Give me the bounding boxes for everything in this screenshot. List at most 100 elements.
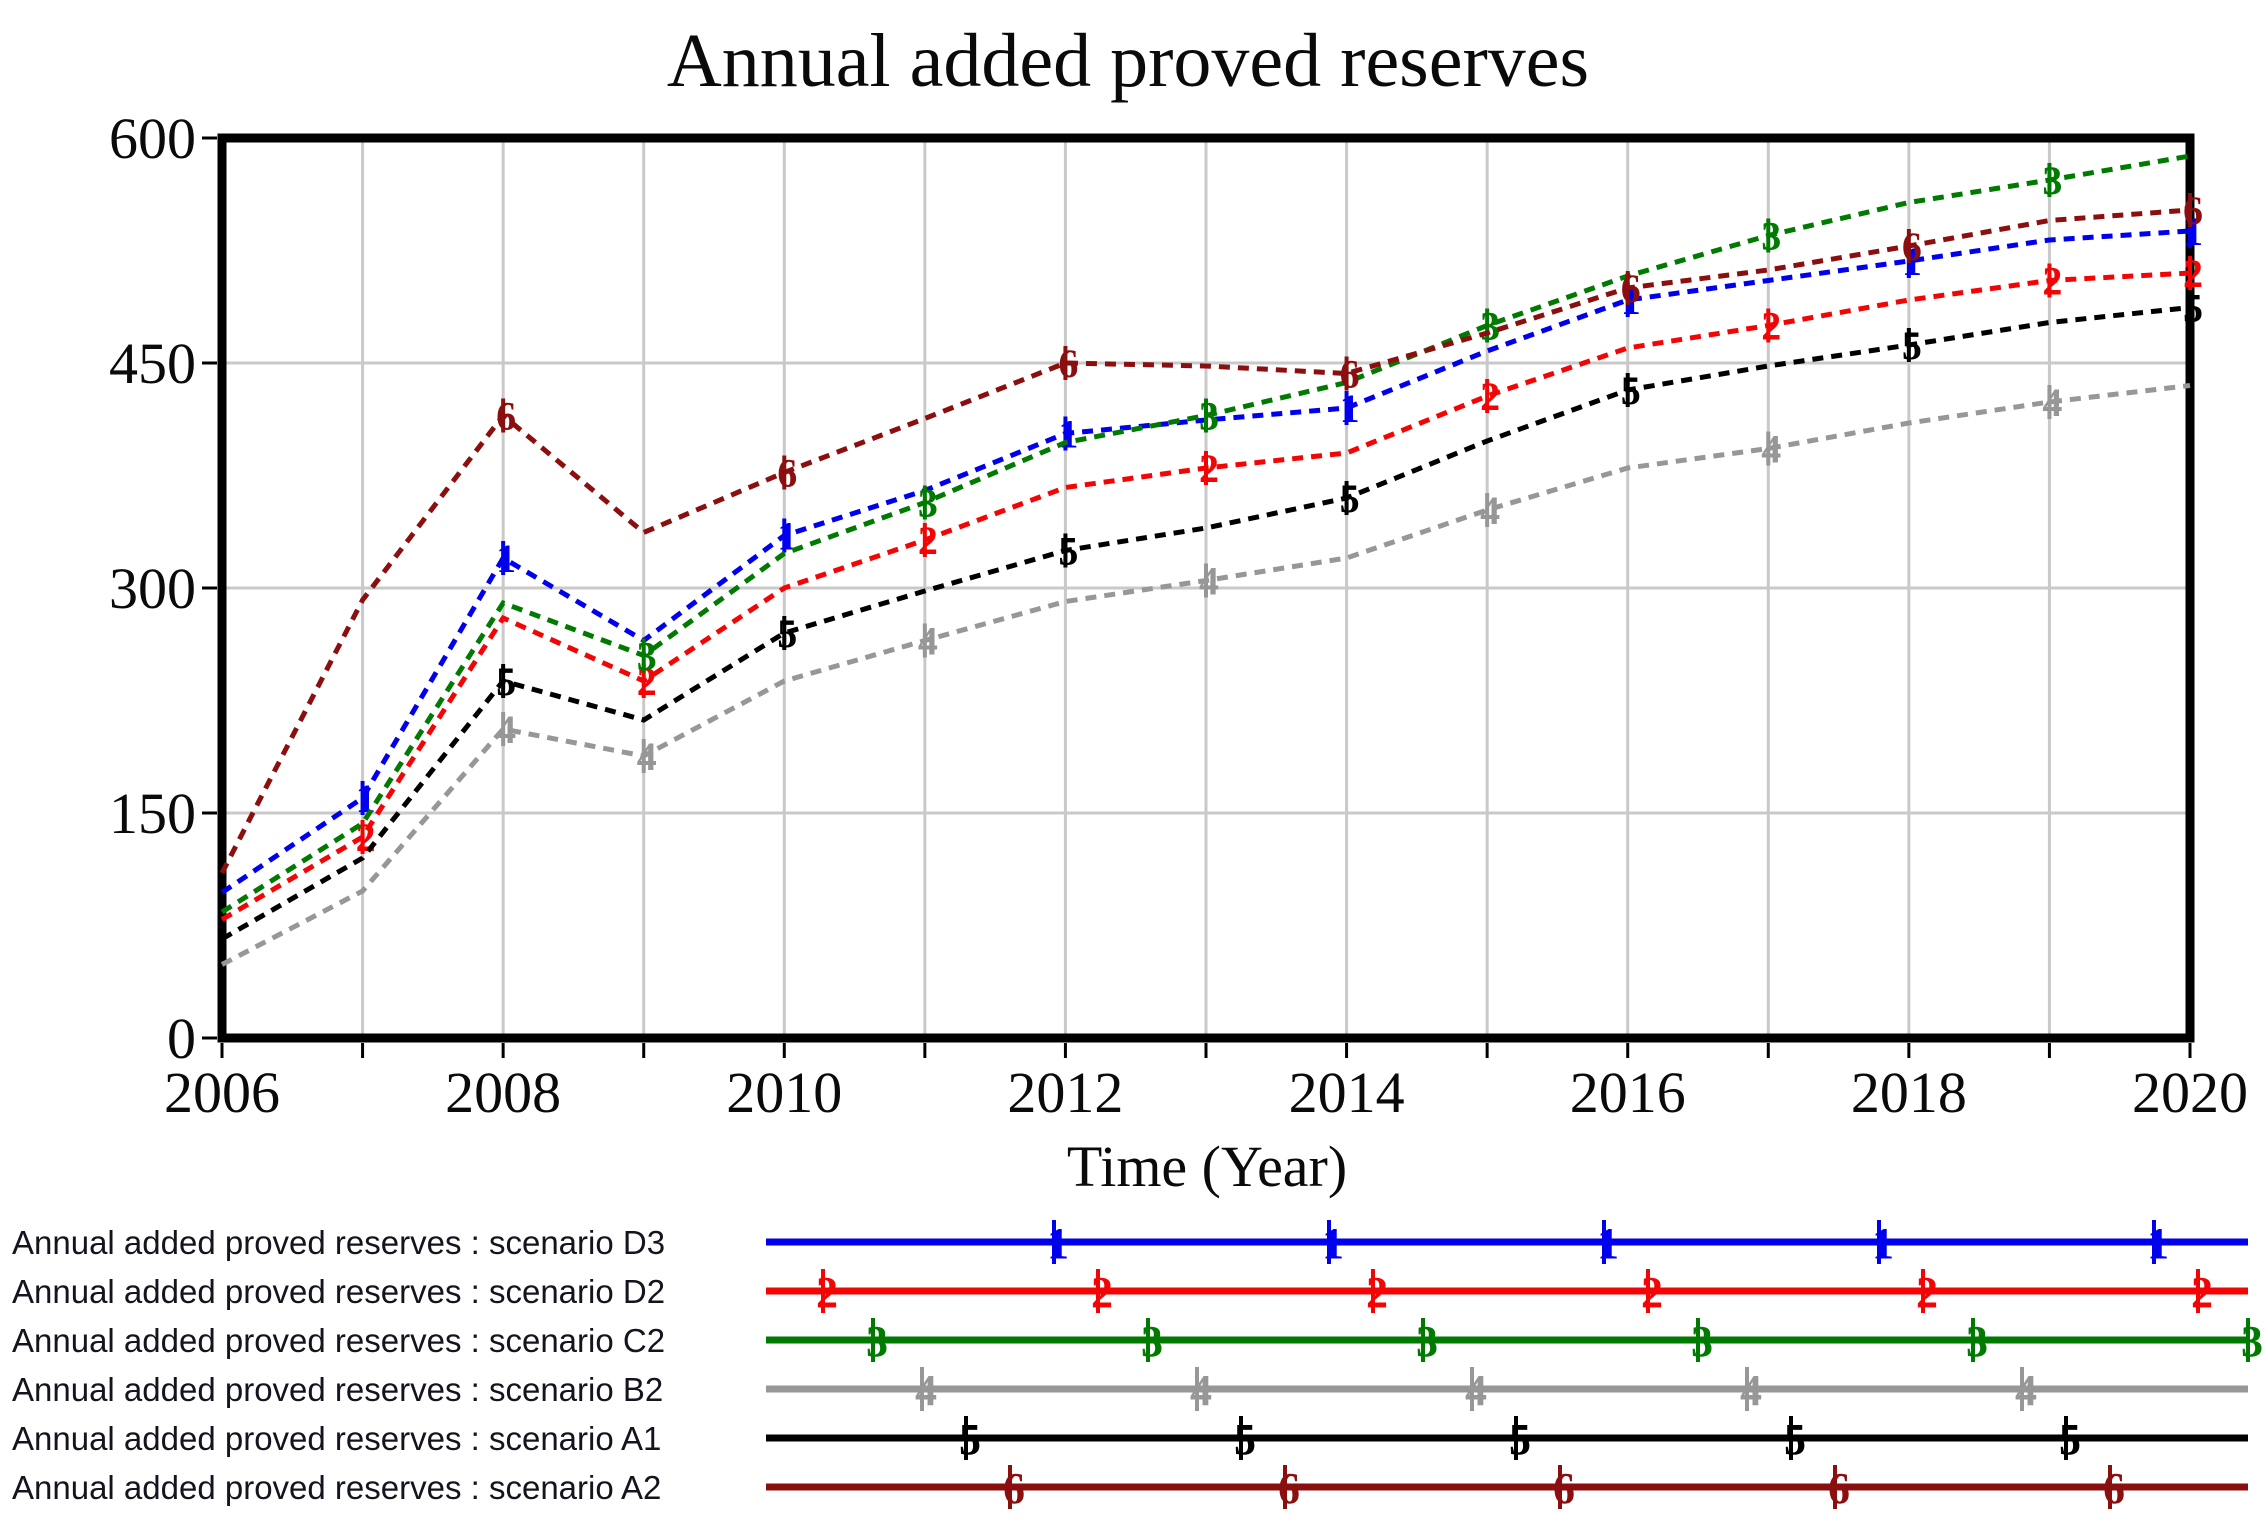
legend-marker-digit: 1 bbox=[2147, 1219, 2169, 1268]
legend-marker-digit: 4 bbox=[2015, 1366, 2037, 1415]
series-marker-digit-C2: 3 bbox=[637, 634, 657, 679]
y-tick-label: 0 bbox=[167, 1006, 196, 1071]
series-marker-digit-A1: 5 bbox=[1902, 323, 1922, 368]
legend-row-label: Annual added proved reserves : scenario … bbox=[12, 1322, 665, 1359]
series-marker-digit-A2: 6 bbox=[1340, 352, 1360, 397]
legend-marker-digit: 1 bbox=[1597, 1219, 1619, 1268]
series-marker-digit-D2: 2 bbox=[2042, 259, 2062, 304]
axis-ticks bbox=[202, 136, 2192, 1058]
legend-marker-digit: 5 bbox=[1234, 1415, 1256, 1464]
x-tick-label: 2018 bbox=[1851, 1060, 1967, 1125]
x-tick-label: 2010 bbox=[726, 1060, 842, 1125]
x-tick-label: 2016 bbox=[1570, 1060, 1686, 1125]
series-marker-digit-D2: 2 bbox=[356, 815, 376, 860]
legend-marker-digit: 5 bbox=[1784, 1415, 1806, 1464]
legend-marker-digit: 6 bbox=[1828, 1464, 1850, 1513]
legend-marker-digit: 3 bbox=[1691, 1317, 1713, 1366]
legend-marker-digit: 2 bbox=[2191, 1268, 2213, 1317]
series-marker-digit-C2: 3 bbox=[1199, 394, 1219, 439]
y-tick-label: 450 bbox=[109, 331, 196, 396]
y-tick-label: 300 bbox=[109, 556, 196, 621]
series-marker-digit-B2: 4 bbox=[1199, 559, 1219, 604]
legend-marker-digit: 5 bbox=[2059, 1415, 2081, 1464]
series-line-A2 bbox=[219, 207, 2191, 875]
plot-border bbox=[217, 133, 2195, 1043]
series-marker-digit-D3: 1 bbox=[1058, 412, 1078, 457]
series-marker-digit-A1: 5 bbox=[777, 611, 797, 656]
legend-marker-digit: 3 bbox=[1141, 1317, 1163, 1366]
series-marker-digit-C2: 3 bbox=[918, 481, 938, 526]
legend-marker-digit: 3 bbox=[2241, 1317, 2263, 1366]
x-tick-label: 2006 bbox=[164, 1060, 280, 1125]
series-marker-digit-D2: 2 bbox=[1761, 304, 1781, 349]
legend-marker-digit: 3 bbox=[866, 1317, 888, 1366]
series-marker-digit-A2: 6 bbox=[1621, 266, 1641, 311]
legend-marker-digit: 1 bbox=[1872, 1219, 1894, 1268]
legend-marker-digit: 3 bbox=[1966, 1317, 1988, 1366]
legend-row-label: Annual added proved reserves : scenario … bbox=[12, 1273, 665, 1310]
legend-marker-digit: 5 bbox=[1509, 1415, 1531, 1464]
series-marker-digit-B2: 4 bbox=[1761, 427, 1781, 472]
axis-tick-labels: 2006 2008 2010 2012 2014 2016 2018 2020 0 150 300 4… bbox=[109, 106, 2248, 1125]
series-marker-digit-A2: 6 bbox=[777, 451, 797, 496]
series-marker-digit-D3: 1 bbox=[496, 536, 516, 581]
series-marker-digit-A1: 5 bbox=[496, 659, 516, 704]
y-tick-label: 150 bbox=[109, 781, 196, 846]
series-marker-digit-D2: 2 bbox=[918, 518, 938, 563]
series-marker-digit-B2: 4 bbox=[2042, 380, 2062, 425]
legend-marker-digit: 2 bbox=[1641, 1268, 1663, 1317]
series-marker-digit-A2: 6 bbox=[2183, 188, 2203, 233]
legend-marker-digit: 6 bbox=[1003, 1464, 1025, 1513]
series-marker-digit-A2: 6 bbox=[1902, 224, 1922, 269]
series-marker-digit-B2: 4 bbox=[637, 734, 657, 779]
series-marker-digit-D3: 1 bbox=[356, 776, 376, 821]
series-marker-digit-C2: 3 bbox=[1761, 214, 1781, 259]
legend-marker-digit: 2 bbox=[1916, 1268, 1938, 1317]
series-marker-digit-C2: 3 bbox=[1480, 304, 1500, 349]
series-marker-digit-B2: 4 bbox=[1480, 488, 1500, 533]
legend: Annual added proved reserves : scenario … bbox=[12, 1219, 2263, 1513]
x-tick-label: 2020 bbox=[2132, 1060, 2248, 1125]
legend-row-label: Annual added proved reserves : scenario … bbox=[12, 1420, 661, 1457]
legend-marker-digit: 4 bbox=[915, 1366, 937, 1415]
chart-title: Annual added proved reserves bbox=[667, 19, 1589, 103]
legend-row-label: Annual added proved reserves : scenario … bbox=[12, 1224, 665, 1261]
legend-marker-digit: 4 bbox=[1190, 1366, 1212, 1415]
x-tick-label: 2014 bbox=[1289, 1060, 1405, 1125]
series-marker-digit-A1: 5 bbox=[1621, 368, 1641, 413]
legend-marker-digit: 6 bbox=[2103, 1464, 2125, 1513]
series-marker-digit-D2: 2 bbox=[2183, 251, 2203, 296]
series-marker-digit-A1: 5 bbox=[1058, 529, 1078, 574]
legend-marker-digit: 5 bbox=[959, 1415, 981, 1464]
series-line-C2 bbox=[220, 153, 2191, 915]
series-marker-digit-D2: 2 bbox=[1480, 374, 1500, 419]
legend-marker-digit: 4 bbox=[1740, 1366, 1762, 1415]
legend-row-label: Annual added proved reserves : scenario … bbox=[12, 1371, 663, 1408]
x-axis-title: Time (Year) bbox=[1067, 1134, 1347, 1199]
legend-marker-digit: 2 bbox=[816, 1268, 838, 1317]
series-marker-digit-D3: 1 bbox=[1340, 386, 1360, 431]
legend-marker-digit: 2 bbox=[1091, 1268, 1113, 1317]
legend-marker-digit: 1 bbox=[1322, 1219, 1344, 1268]
series-marker-digit-A2: 6 bbox=[496, 394, 516, 439]
legend-marker-digit: 2 bbox=[1366, 1268, 1388, 1317]
legend-marker-digit: 6 bbox=[1553, 1464, 1575, 1513]
series-marker-digit-D3: 1 bbox=[777, 514, 797, 559]
series-marker-digit-B2: 4 bbox=[496, 707, 516, 752]
legend-marker-digit: 4 bbox=[1465, 1366, 1487, 1415]
legend-marker-digit: 6 bbox=[1278, 1464, 1300, 1513]
x-tick-label: 2008 bbox=[445, 1060, 561, 1125]
series-marker-digit-A1: 5 bbox=[2183, 286, 2203, 331]
x-tick-label: 2012 bbox=[1007, 1060, 1123, 1125]
gridlines bbox=[222, 138, 2190, 1038]
legend-row-label: Annual added proved reserves : scenario … bbox=[12, 1469, 661, 1506]
series-marker-digit-A1: 5 bbox=[1340, 476, 1360, 521]
y-tick-label: 600 bbox=[109, 106, 196, 171]
series-marker-digit-C2: 3 bbox=[2042, 158, 2062, 203]
series-marker-digit-B2: 4 bbox=[918, 619, 938, 664]
legend-marker-digit: 1 bbox=[1047, 1219, 1069, 1268]
series-marker-digit-A2: 6 bbox=[1058, 341, 1078, 386]
